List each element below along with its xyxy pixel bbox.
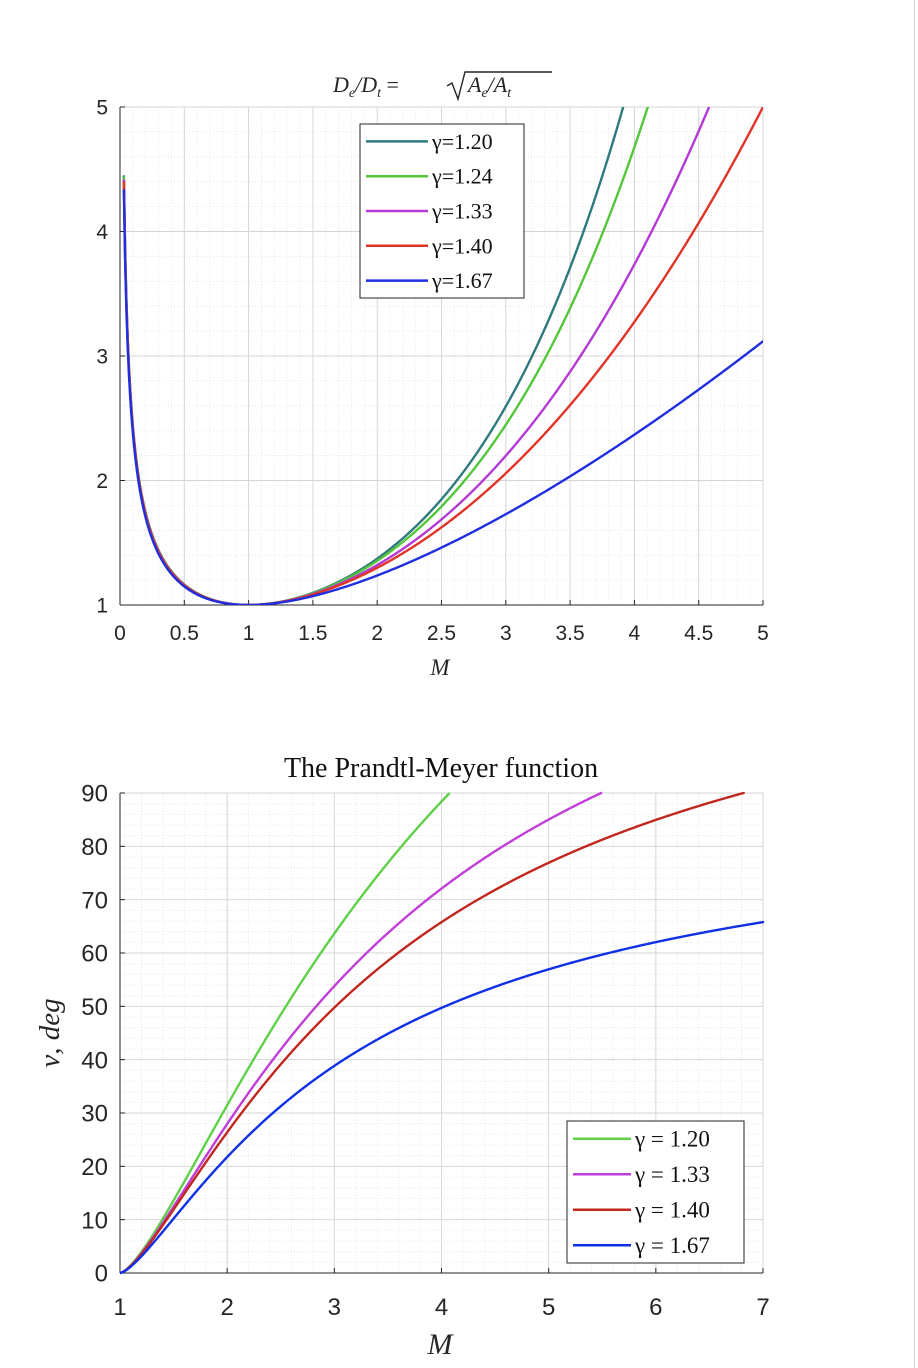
x-tick-label: 4: [435, 1294, 448, 1321]
legend-label: γ=1.67: [431, 268, 493, 293]
legend-label: γ=1.24: [431, 164, 493, 189]
y-tick-label: 70: [81, 887, 108, 914]
title-part: =: [381, 72, 399, 97]
y-tick-label: 4: [96, 221, 108, 244]
x-tick-label: 2.5: [427, 622, 456, 645]
x-tick-label: 5: [542, 1294, 555, 1321]
window-edge: [914, 0, 915, 1368]
x-tick-label: 1: [113, 1294, 126, 1321]
y-tick-label: 60: [81, 941, 108, 968]
title-part: D: [332, 72, 349, 97]
x-tick-label: 0: [114, 622, 126, 645]
chart-title: De/Dt =: [332, 72, 399, 101]
legend-label: γ = 1.20: [634, 1127, 710, 1152]
x-tick-label: 1: [243, 622, 255, 645]
y-tick-label: 90: [81, 781, 108, 808]
y-tick-label: 30: [81, 1101, 108, 1128]
curve-series-5: [122, 189, 763, 605]
title-part: /D: [353, 72, 377, 97]
x-tick-label: 7: [756, 1294, 769, 1321]
y-tick-label: 0: [95, 1261, 108, 1288]
x-tick-label: 5: [757, 622, 769, 645]
radical-sign: [446, 71, 552, 102]
x-tick-label: 4.5: [684, 622, 713, 645]
title-subscript: t: [377, 86, 382, 101]
y-axis-label: ν, deg: [34, 998, 66, 1067]
y-tick-label: 10: [81, 1207, 108, 1234]
legend-box: [566, 1120, 745, 1264]
legend-label: γ=1.20: [431, 129, 493, 154]
x-tick-label: 2: [220, 1294, 233, 1321]
title-part: /A: [486, 72, 508, 97]
y-tick-label: 5: [96, 97, 108, 120]
x-tick-label: 3: [500, 622, 512, 645]
y-tick-label: 2: [96, 470, 108, 493]
x-axis-label: M: [429, 655, 451, 680]
y-tick-label: 50: [81, 994, 108, 1021]
title-part: A: [466, 72, 482, 97]
x-tick-label: 6: [649, 1294, 662, 1321]
x-tick-label: 1.5: [298, 622, 327, 645]
legend: γ=1.20 γ=1.24 γ=1.33 γ=1.40 γ=1.67: [359, 123, 525, 299]
y-tick-label: 20: [81, 1154, 108, 1181]
x-tick-label: 2: [371, 622, 383, 645]
legend-label: γ=1.40: [431, 233, 493, 258]
curve-series-4: [120, 920, 765, 1275]
curve-series-1: [120, 792, 451, 1275]
x-tick-label: 0.5: [170, 622, 199, 645]
x-tick-label: 3: [328, 1294, 341, 1321]
x-tick-label: 4: [629, 622, 641, 645]
y-tick-label: 80: [81, 834, 108, 861]
legend: γ = 1.20 γ = 1.33 γ = 1.40 γ = 1.67: [566, 1120, 745, 1264]
legend-label: γ=1.33: [431, 198, 493, 223]
x-tick-label: 3.5: [555, 622, 584, 645]
title-subscript: e: [349, 86, 355, 101]
curve-series-2: [120, 791, 603, 1275]
legend-label: γ = 1.67: [634, 1233, 710, 1258]
y-tick-label: 3: [96, 346, 108, 369]
radicand: Ae/At: [466, 72, 512, 101]
y-tick-label: 40: [81, 1047, 108, 1074]
legend-label: γ = 1.40: [634, 1198, 710, 1223]
y-tick-label: 1: [96, 595, 108, 618]
chart-title: The Prandtl-Meyer function: [284, 753, 598, 784]
legend-label: γ = 1.33: [634, 1162, 710, 1187]
x-axis-label: M: [427, 1328, 455, 1361]
title-subscript: e: [481, 86, 487, 101]
title-subscript: t: [507, 86, 512, 101]
curve-series-3: [120, 791, 745, 1275]
